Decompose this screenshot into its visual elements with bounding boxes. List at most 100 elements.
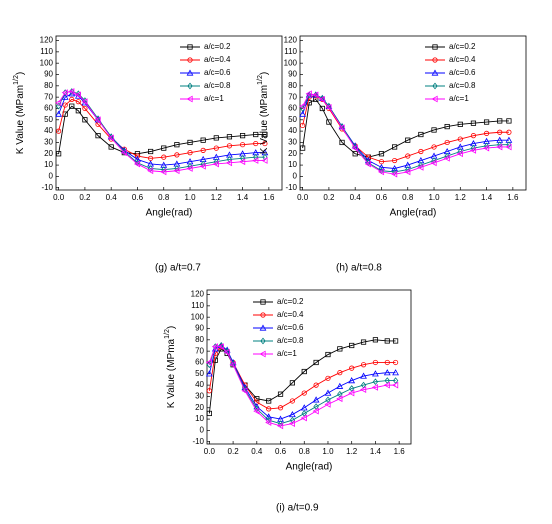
y-axis-title-close: ): [259, 72, 270, 75]
legend-marker: [260, 337, 266, 345]
marker: [225, 159, 233, 167]
marker: [497, 129, 503, 135]
marker: [301, 368, 307, 375]
legend-marker: [187, 57, 193, 63]
y-tick-label: 40: [288, 126, 297, 135]
y-tick-label: -10: [285, 183, 297, 192]
marker: [469, 146, 477, 154]
marker: [378, 163, 385, 170]
x-tick-label: 1.4: [370, 447, 382, 456]
marker: [239, 133, 246, 139]
marker: [68, 88, 75, 95]
marker: [392, 381, 399, 389]
x-tick-label: 0.4: [251, 447, 263, 456]
y-tick-label: 10: [288, 160, 297, 169]
y-tick-label: 80: [44, 81, 53, 90]
marker: [206, 388, 212, 394]
marker: [337, 370, 343, 376]
marker: [405, 153, 411, 159]
marker: [289, 411, 296, 418]
legend-label: a/c=0.2: [277, 297, 304, 306]
marker: [483, 130, 490, 136]
x-tick-label: 0.0: [297, 193, 309, 202]
y-tick-label: 50: [195, 369, 204, 378]
marker: [299, 110, 307, 117]
series-line: [58, 93, 265, 166]
x-tick-label: 0.2: [228, 447, 240, 456]
marker: [360, 339, 367, 345]
marker: [417, 163, 424, 171]
y-tick-label: -10: [192, 437, 204, 446]
marker: [55, 110, 63, 117]
legend-label: a/c=0.6: [204, 68, 231, 77]
marker: [301, 390, 307, 396]
marker: [351, 144, 358, 152]
marker: [187, 150, 193, 156]
marker: [174, 152, 180, 158]
marker: [336, 382, 344, 389]
marker: [392, 369, 399, 376]
legend-marker: [186, 69, 194, 76]
marker: [391, 170, 398, 178]
series-line: [58, 105, 265, 155]
marker: [378, 151, 385, 157]
marker: [277, 405, 284, 411]
marker: [212, 160, 219, 168]
series-line: [58, 91, 265, 173]
marker: [148, 148, 154, 155]
y-tick-label: 70: [195, 346, 204, 355]
marker: [217, 343, 224, 350]
legend-label: a/c=0.8: [204, 81, 231, 90]
x-axis-title: Angle(rad): [286, 462, 333, 473]
legend-marker: [432, 57, 438, 63]
marker: [120, 149, 127, 157]
marker: [253, 153, 259, 161]
marker: [391, 164, 398, 172]
marker: [470, 133, 477, 139]
marker: [349, 342, 355, 349]
marker: [239, 142, 246, 148]
legend-marker: [431, 69, 439, 76]
marker: [213, 145, 219, 151]
chart: -10 0 10 20 30 40 50 60 70 80 90 100 110 120 0.0 0.2 0.4…: [164, 289, 412, 514]
marker: [431, 144, 437, 150]
series-line: [208, 339, 396, 414]
marker: [339, 139, 345, 146]
x-tick-label: 1.4: [237, 193, 249, 202]
marker: [94, 116, 101, 124]
y-tick-label: 30: [44, 138, 53, 147]
marker: [496, 143, 503, 151]
marker: [383, 381, 390, 389]
x-tick-label: 1.0: [428, 193, 440, 202]
y-axis-title-close: ): [166, 326, 177, 329]
y-axis-title-close: ): [15, 72, 26, 75]
marker: [253, 131, 259, 138]
y-tick-label: -10: [41, 183, 53, 192]
legend-marker: [187, 44, 193, 50]
marker: [352, 151, 358, 157]
x-tick-label: 0.4: [350, 193, 362, 202]
legend-label: a/c=0.8: [449, 81, 476, 90]
marker: [289, 398, 295, 404]
marker: [470, 120, 477, 126]
marker: [239, 158, 246, 166]
y-tick-label: 90: [195, 324, 204, 333]
marker: [262, 153, 268, 161]
series-line: [208, 344, 396, 425]
caption: (g) a/t=0.7: [155, 263, 201, 274]
x-tick-label: 0.4: [106, 193, 118, 202]
marker: [206, 361, 213, 369]
marker: [377, 168, 385, 176]
legend-label: a/c=1: [449, 94, 469, 103]
y-tick-label: 20: [195, 403, 204, 412]
caption: (i) a/t=0.9: [276, 503, 319, 514]
x-tick-label: 0.0: [53, 193, 65, 202]
y-tick-label: 10: [195, 414, 204, 423]
marker: [107, 134, 114, 142]
marker: [229, 361, 236, 369]
marker: [199, 162, 206, 170]
marker: [134, 153, 141, 159]
marker: [205, 370, 213, 377]
marker: [364, 160, 371, 168]
x-tick-label: 0.6: [376, 193, 388, 202]
